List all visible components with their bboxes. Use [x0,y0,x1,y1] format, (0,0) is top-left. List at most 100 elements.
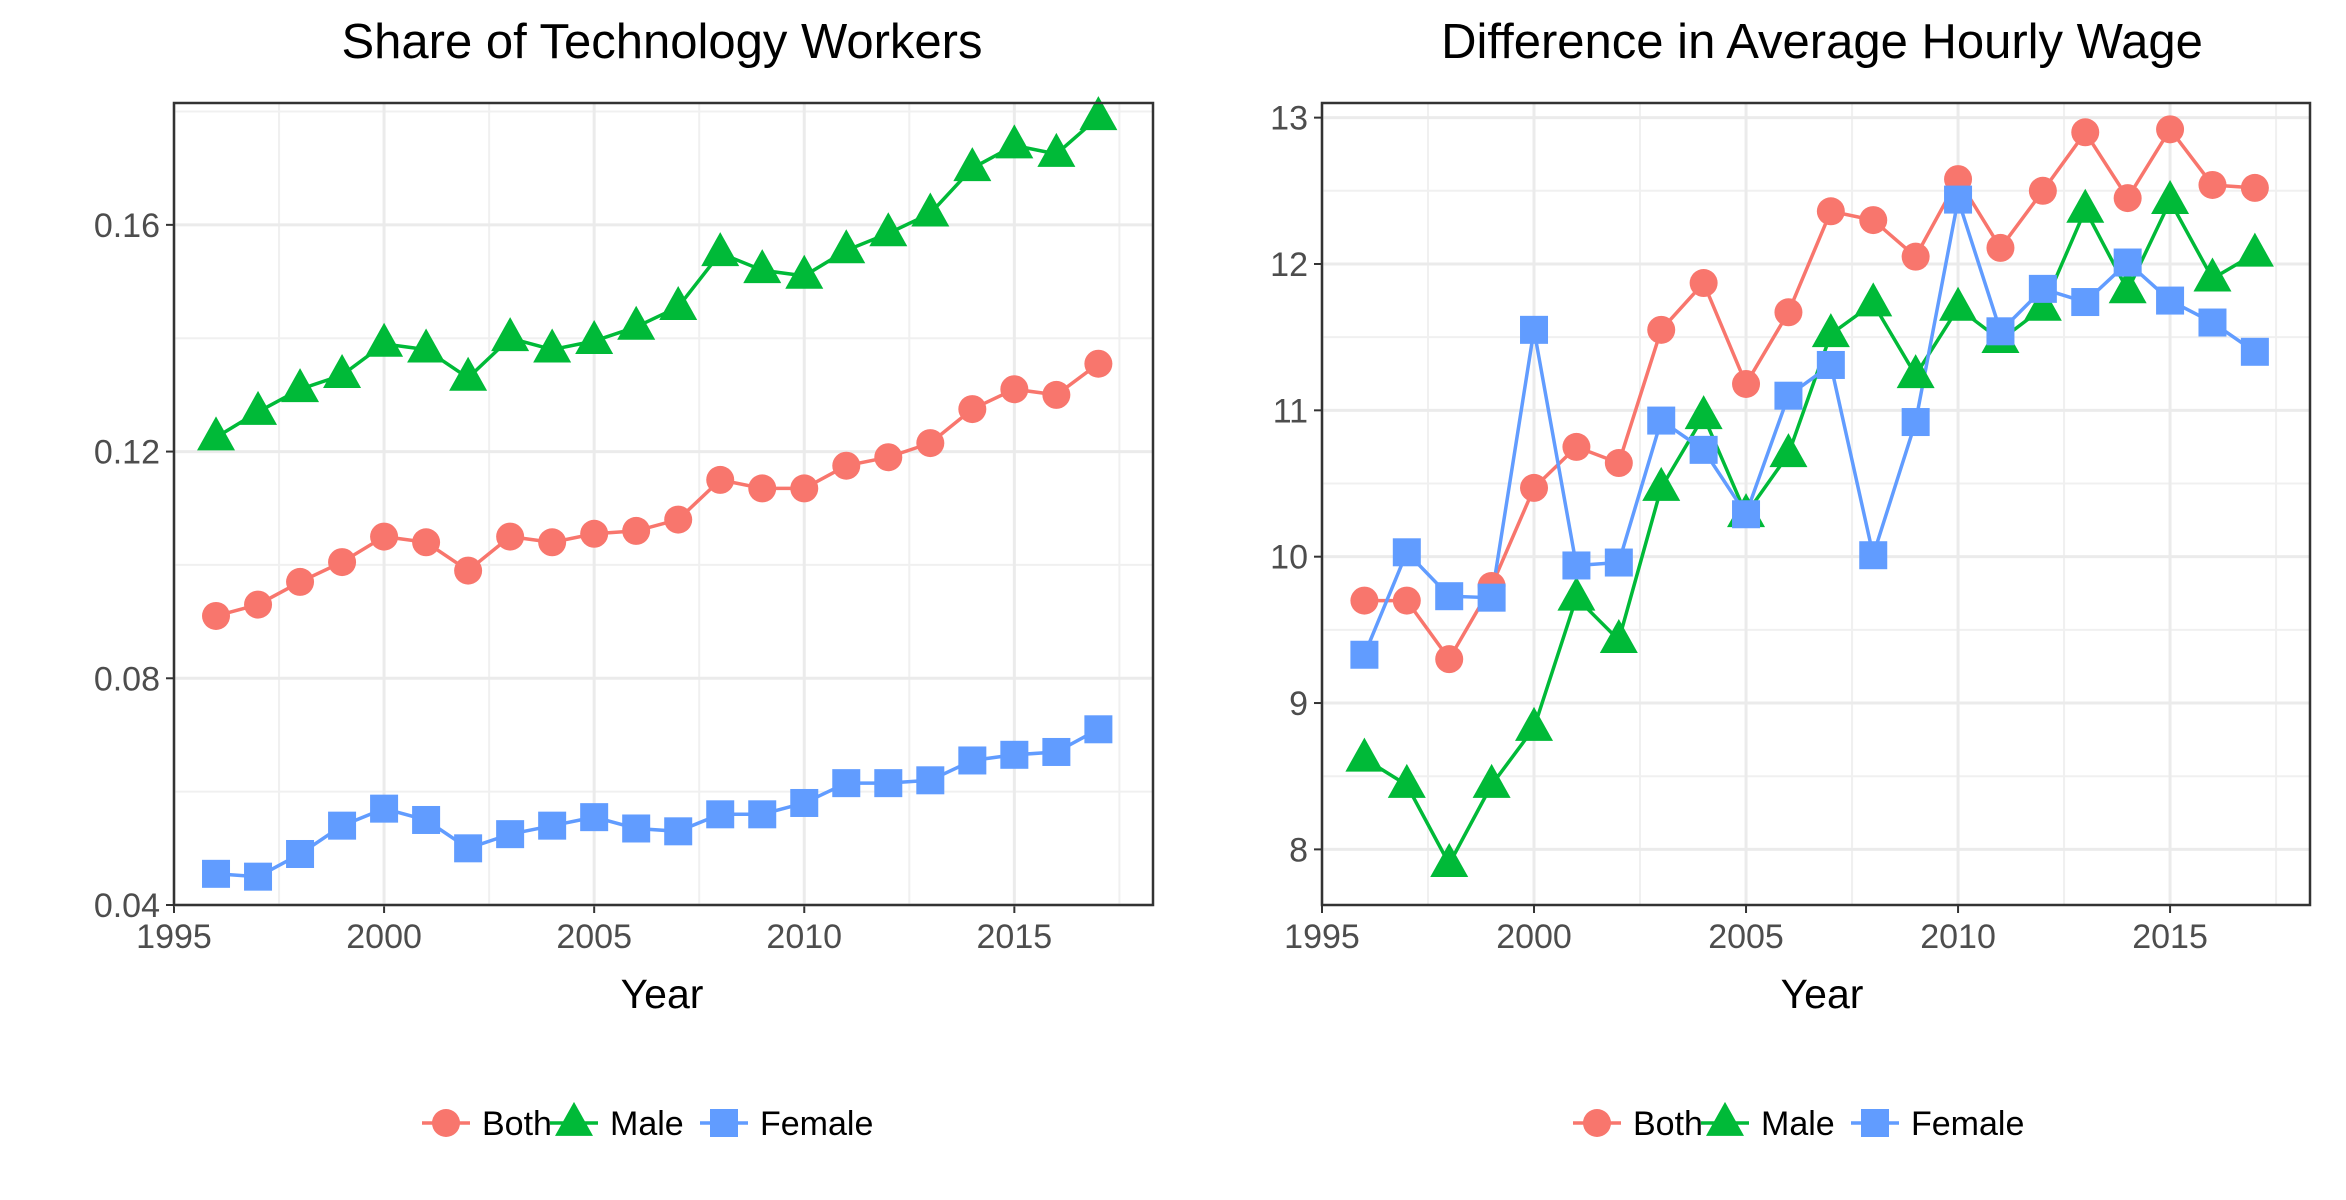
data-point [995,124,1034,159]
data-point [2028,176,2057,205]
data-point [1037,132,1076,167]
chart-title: Share of Technology Workers [342,15,983,69]
data-point [1944,185,1973,214]
x-tick-label: 2015 [977,918,1053,956]
data-point [328,811,357,840]
data-point [1647,406,1676,435]
data-point [664,817,693,846]
data-point [659,285,698,320]
data-point [454,556,483,585]
panel-border [1320,101,2312,907]
x-axis-label: Year [1781,971,1864,1017]
y-tick-label: 11 [1273,392,1308,430]
data-point [1811,313,1850,348]
data-point [874,443,903,472]
data-point [2023,286,2062,321]
x-tick-label: 2000 [346,918,422,956]
data-point [1986,233,2015,262]
legend-item-male: Male [550,1101,684,1143]
data-point [1562,551,1591,580]
data-point [197,416,236,451]
data-point [916,429,945,458]
data-point [785,254,824,289]
series-line-female [1362,199,2256,656]
data-point [622,814,651,843]
data-point [1042,737,1071,766]
data-point [432,1109,460,1137]
legend: Both Male Female [422,1101,873,1143]
data-point [1604,548,1633,577]
legend-label: Male [610,1105,684,1143]
chart-title: Difference in Average Hourly Wage [1441,15,2203,69]
data-point [1430,842,1469,877]
data-point [1000,740,1029,769]
x-tick-label: 2010 [1920,918,1996,956]
data-point [365,322,404,357]
data-point [1604,449,1633,478]
chart-difference-in-average-hourly-wage: Difference in Average Hourly Wage Year 1… [1270,15,2312,1143]
data-point [580,803,609,832]
data-point [832,451,861,480]
data-point [1350,586,1379,615]
series-line-both [215,362,1100,618]
data-point [1642,466,1681,501]
data-point [1896,354,1935,389]
data-point [1557,576,1596,611]
data-point [496,820,525,849]
legend-label: Female [760,1105,873,1143]
data-point [1562,432,1591,461]
x-tick-label: 2005 [1708,918,1784,956]
data-point [1435,582,1464,611]
data-point [2151,179,2190,214]
data-point [1859,206,1888,235]
data-point [2108,269,2147,304]
y-tick-label: 10 [1270,539,1308,577]
data-point [2198,308,2227,337]
legend-item-female: Female [700,1105,873,1143]
series-line-both [1364,126,2256,663]
data-point [1732,500,1761,529]
data-point [328,548,357,577]
data-point [1350,640,1379,669]
data-point [701,232,740,267]
data-point [1769,433,1808,468]
x-tick-label: 2005 [556,918,632,956]
data-point [1520,473,1549,502]
data-point [1816,350,1845,379]
data-point [1706,1101,1744,1136]
data-point [555,1101,593,1136]
data-point [496,522,525,551]
data-point [1345,737,1384,772]
data-point [2066,188,2105,223]
data-point [1647,315,1676,344]
data-point [1515,706,1554,741]
data-point [1477,583,1506,612]
data-point [491,317,530,352]
data-point [622,516,651,545]
data-point [1599,619,1638,654]
data-point [1774,298,1803,327]
data-point [202,601,231,630]
data-point [1986,317,2015,346]
data-point [827,229,866,264]
data-point [449,356,488,391]
data-point [1861,1109,1889,1137]
data-point [1084,349,1113,378]
data-point [538,811,567,840]
data-point [832,769,861,798]
legend-item-female: Female [1851,1105,2024,1143]
legend: Both Male Female [1573,1101,2024,1143]
data-point [2028,274,2057,303]
data-point [1583,1109,1611,1137]
y-tick-label: 0.04 [94,887,160,925]
data-point [2071,288,2100,317]
data-point [533,328,572,363]
data-point [244,590,273,619]
data-point [706,465,735,494]
data-point [2156,286,2185,315]
y-tick-label: 0.16 [94,207,160,245]
data-point [790,788,819,817]
data-point [239,390,278,425]
x-tick-label: 2015 [2132,918,2208,956]
